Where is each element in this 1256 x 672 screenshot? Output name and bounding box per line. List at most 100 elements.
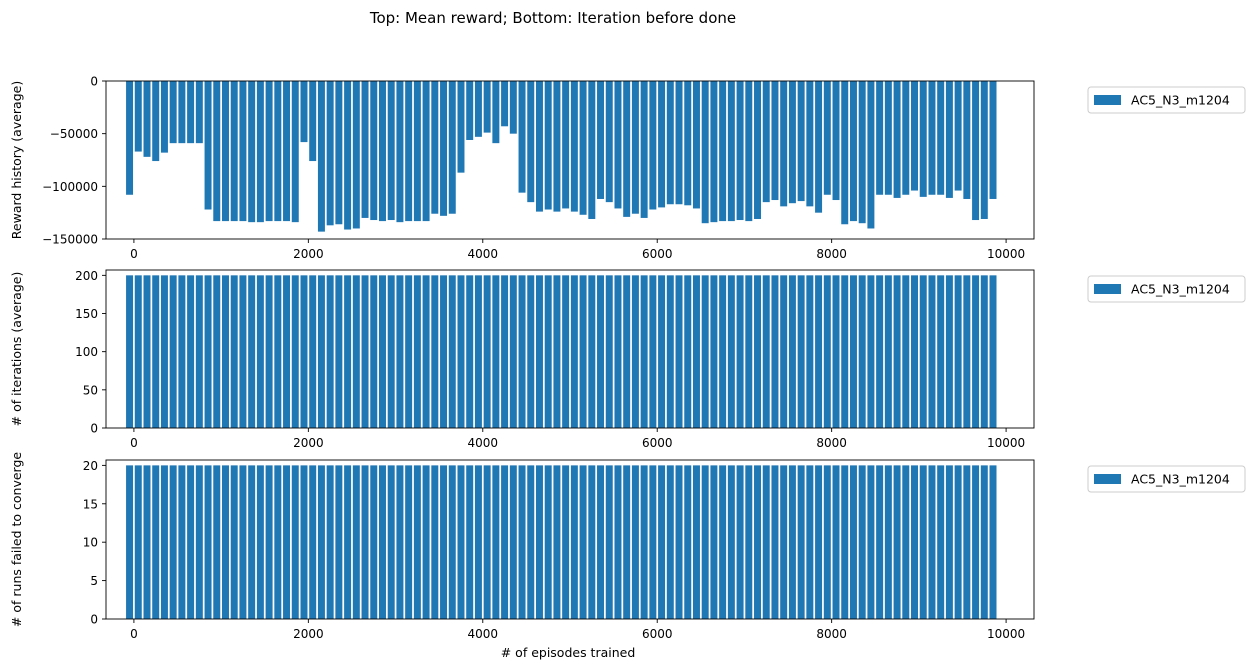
y-tick-label: −150000	[42, 233, 98, 247]
bar	[579, 465, 587, 619]
bar	[413, 465, 421, 619]
bar	[553, 275, 561, 428]
bar	[623, 275, 631, 428]
bar	[413, 81, 421, 222]
bar	[492, 275, 500, 428]
bar	[134, 81, 142, 152]
bar	[623, 81, 631, 217]
x-tick-label: 10000	[987, 436, 1025, 450]
bar	[727, 275, 735, 428]
bar	[649, 275, 657, 428]
y-tick-label: 0	[90, 75, 98, 89]
bar	[457, 81, 465, 173]
x-tick-label: 0	[130, 436, 138, 450]
bar	[919, 81, 927, 197]
bar	[195, 81, 203, 144]
bar	[823, 465, 831, 619]
bar	[256, 81, 264, 223]
bar	[666, 275, 674, 428]
bar	[274, 465, 282, 619]
bar	[317, 465, 325, 619]
bar	[431, 465, 439, 619]
bar	[797, 81, 805, 202]
bar	[911, 465, 918, 619]
bar	[631, 465, 639, 619]
bar	[239, 81, 247, 222]
bar	[867, 465, 875, 619]
bar	[640, 275, 648, 428]
bar	[562, 275, 570, 428]
bar	[719, 275, 727, 428]
bar	[614, 465, 622, 619]
bar	[631, 275, 639, 428]
x-tick-label: 4000	[468, 627, 499, 641]
bar	[579, 275, 587, 428]
bar	[666, 465, 674, 619]
bar	[160, 81, 168, 153]
bar	[815, 275, 823, 428]
bar	[815, 81, 823, 213]
bar	[788, 81, 796, 204]
bar	[195, 275, 203, 428]
bar	[797, 275, 805, 428]
bar	[614, 81, 622, 209]
bar	[169, 81, 177, 144]
bar	[780, 465, 788, 619]
bar	[300, 275, 308, 428]
bar	[640, 465, 648, 619]
bar	[849, 465, 857, 619]
bar	[605, 465, 613, 619]
bar	[204, 81, 212, 210]
bar	[160, 275, 168, 428]
subplot-1: 0 2000 4000 6000 8000 10000 0 −50000 −100000 −150…	[9, 75, 1246, 261]
bar	[954, 81, 962, 191]
y-tick-label: 20	[83, 459, 98, 473]
bar	[152, 81, 160, 162]
bar	[483, 81, 491, 133]
bar	[858, 275, 866, 428]
bar	[919, 275, 927, 428]
x-tick-label: 2000	[293, 436, 324, 450]
bar	[701, 275, 709, 428]
bar	[902, 465, 910, 619]
bar	[178, 275, 186, 428]
bar	[509, 81, 517, 134]
bar	[684, 465, 692, 619]
bar	[230, 275, 238, 428]
bar	[300, 81, 308, 143]
y-tick-label: 200	[75, 269, 98, 283]
bar	[448, 275, 456, 428]
bar	[370, 275, 378, 428]
bar	[195, 465, 203, 619]
bar	[928, 275, 936, 428]
x-tick-label: 6000	[642, 247, 673, 261]
bar	[265, 275, 273, 428]
bar	[675, 465, 683, 619]
bar	[945, 465, 953, 619]
bar	[736, 465, 744, 619]
bar	[745, 275, 753, 428]
bar	[736, 275, 744, 428]
legend: AC5_N3_m1204	[1087, 275, 1246, 303]
bar	[483, 465, 491, 619]
y-tick-label: 50	[83, 383, 98, 397]
bar	[422, 275, 430, 428]
bar	[378, 275, 386, 428]
bar	[422, 81, 430, 222]
bar	[448, 81, 456, 214]
bar	[178, 465, 186, 619]
y-axis-label: # of runs failed to converge	[9, 452, 24, 627]
bar	[972, 275, 980, 428]
bar	[884, 465, 892, 619]
bar	[788, 275, 796, 428]
bar	[876, 81, 884, 195]
bar	[754, 275, 762, 428]
x-tick-label: 6000	[642, 436, 673, 450]
bar	[492, 81, 500, 144]
bar	[335, 275, 343, 428]
bar	[326, 465, 334, 619]
bar	[396, 81, 404, 223]
y-tick-label: −50000	[50, 127, 98, 141]
bar	[780, 81, 788, 207]
bar	[754, 81, 762, 219]
